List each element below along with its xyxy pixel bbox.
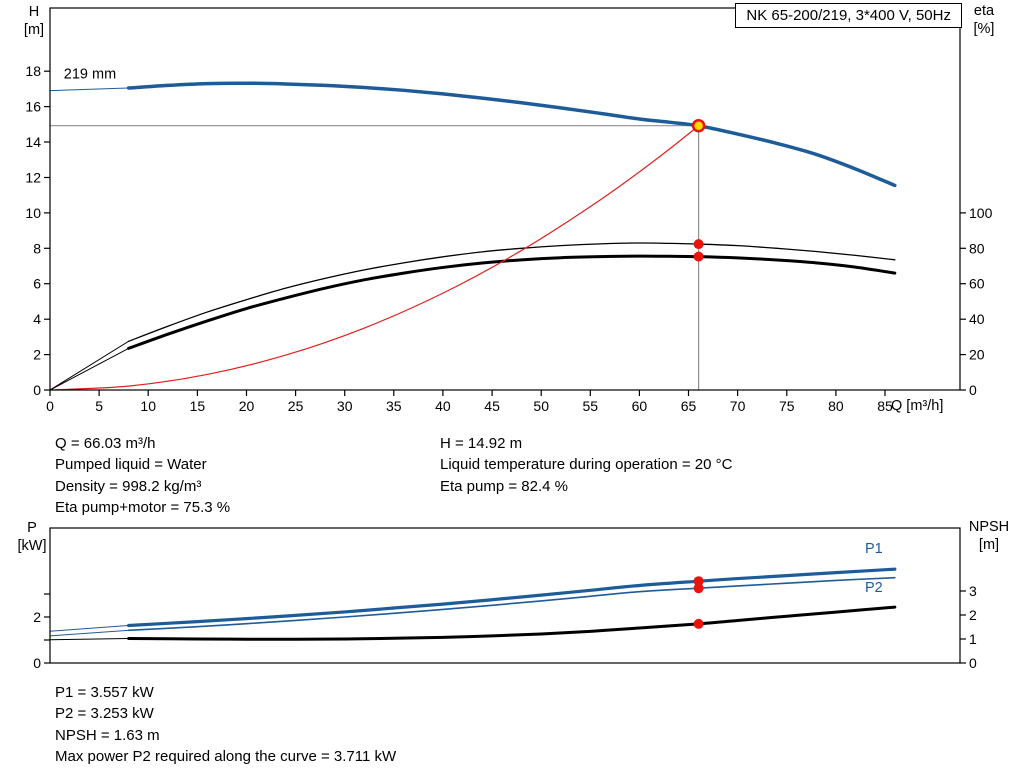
left-tick-label: 2: [33, 347, 41, 363]
series-eta-pump-leadin: [49, 340, 130, 391]
info-pumped-liquid: Pumped liquid = Water: [55, 456, 207, 474]
x-tick-label: 60: [632, 398, 648, 414]
right-tick-label: 80: [969, 240, 985, 256]
info-head: H = 14.92 m: [440, 435, 523, 452]
h-axis-label: H [m]: [16, 4, 52, 39]
right-tick-label: 0: [969, 655, 977, 671]
left-tick-label: 8: [33, 240, 41, 256]
right-tick-label: 60: [969, 276, 985, 292]
series-npsh-curve: [127, 605, 897, 641]
eta-axis-symbol: eta: [973, 3, 995, 19]
series-system-curve: [49, 125, 700, 391]
x-tick-label: 15: [190, 398, 206, 414]
p2-series-label: P2: [865, 580, 883, 596]
q-axis-label: Q [m³/h]: [891, 398, 944, 414]
series-p1-power: [126, 567, 897, 628]
right-tick-label: 2: [969, 607, 977, 623]
marker-npsh-point: [693, 618, 704, 629]
power-info-column: P1 = 3.557 kW P2 = 3.253 kW NPSH = 1.63 …: [55, 682, 396, 767]
right-tick-label: 100: [969, 205, 993, 221]
info-flow: Q = 66.03 m³/h: [55, 435, 156, 452]
x-tick-label: 35: [386, 398, 402, 414]
h-axis-unit: [m]: [23, 21, 45, 38]
left-tick-label: 0: [33, 655, 41, 671]
pump-model-title-box: NK 65-200/219, 3*400 V, 50Hz: [735, 3, 962, 28]
left-tick-label: 12: [25, 170, 41, 186]
series-p2-power: [127, 576, 896, 632]
duty-info-left-column: Q = 66.03 m³/h Pumped liquid = Water Den…: [55, 433, 230, 518]
x-tick-label: 70: [730, 398, 746, 414]
series-head-curve-leadin: [49, 87, 130, 92]
marker-eta-pump-motor-point: [693, 251, 704, 262]
x-tick-label: 65: [681, 398, 697, 414]
p-axis-unit: [kW]: [17, 537, 47, 554]
series-npsh-leadin: [49, 638, 130, 641]
x-tick-label: 40: [435, 398, 451, 414]
left-tick-label: 0: [33, 382, 41, 398]
series-p1-leadin: [49, 625, 130, 632]
right-tick-label: 40: [969, 311, 985, 327]
p1-series-label: P1: [865, 541, 883, 557]
right-tick-label: 3: [969, 583, 977, 599]
p-axis-symbol: P: [27, 520, 37, 536]
x-tick-label: 45: [484, 398, 500, 414]
x-tick-label: 80: [828, 398, 844, 414]
series-head-curve: [126, 81, 897, 188]
left-tick-label: 10: [25, 205, 41, 221]
info-p1: P1 = 3.557 kW: [55, 684, 154, 701]
plot-frame: [49, 7, 961, 391]
series-eta-pump: [127, 242, 896, 342]
marker-p2-point: [693, 583, 704, 594]
left-tick-label: 16: [25, 99, 41, 115]
impeller-diameter-annotation: 219 mm: [64, 66, 116, 82]
info-p2: P2 = 3.253 kW: [55, 705, 154, 723]
info-npsh: NPSH = 1.63 m: [55, 726, 160, 744]
series-p2-leadin: [49, 629, 130, 637]
h-axis-symbol: H: [28, 4, 40, 20]
right-tick-label: 1: [969, 631, 977, 647]
npsh-axis-symbol: NPSH: [968, 519, 1010, 535]
eta-axis-label: eta [%]: [962, 3, 1006, 38]
info-liquid-temperature: Liquid temperature during operation = 20…: [440, 456, 733, 474]
left-tick-label: 6: [33, 276, 41, 292]
x-tick-label: 30: [337, 398, 353, 414]
x-tick-label: 85: [877, 398, 893, 414]
duty-info-right-column: H = 14.92 m Liquid temperature during op…: [440, 433, 732, 497]
info-density: Density = 998.2 kg/m³: [55, 477, 202, 495]
left-tick-label: 18: [25, 63, 41, 79]
info-eta-pump: Eta pump = 82.4 %: [440, 477, 568, 495]
plot-frame: [49, 527, 961, 664]
series-eta-pump-motor: [127, 254, 897, 350]
x-tick-label: 75: [779, 398, 795, 414]
npsh-axis-label: NPSH [m]: [960, 519, 1018, 554]
npsh-axis-unit: [m]: [978, 536, 1000, 553]
right-tick-label: 0: [969, 382, 977, 398]
info-max-power: Max power P2 required along the curve = …: [55, 747, 397, 765]
x-tick-label: 20: [239, 398, 255, 414]
x-tick-label: 0: [46, 398, 54, 414]
info-eta-pump-motor: Eta pump+motor = 75.3 %: [55, 498, 231, 516]
eta-axis-unit: [%]: [973, 20, 995, 37]
right-tick-label: 20: [969, 347, 985, 363]
left-tick-label: 2: [33, 609, 41, 625]
x-tick-label: 50: [533, 398, 549, 414]
x-tick-label: 10: [140, 398, 156, 414]
x-tick-label: 55: [583, 398, 599, 414]
marker-duty-point: [691, 118, 706, 133]
series-eta-pump-motor-leadin: [49, 347, 130, 391]
p-axis-label: P [kW]: [12, 520, 52, 555]
marker-p1-point: [693, 576, 704, 587]
x-tick-label: 5: [95, 398, 103, 414]
left-tick-label: 4: [33, 311, 41, 327]
x-tick-label: 25: [288, 398, 304, 414]
left-tick-label: 14: [25, 134, 41, 150]
marker-eta-pump-point: [693, 239, 704, 250]
